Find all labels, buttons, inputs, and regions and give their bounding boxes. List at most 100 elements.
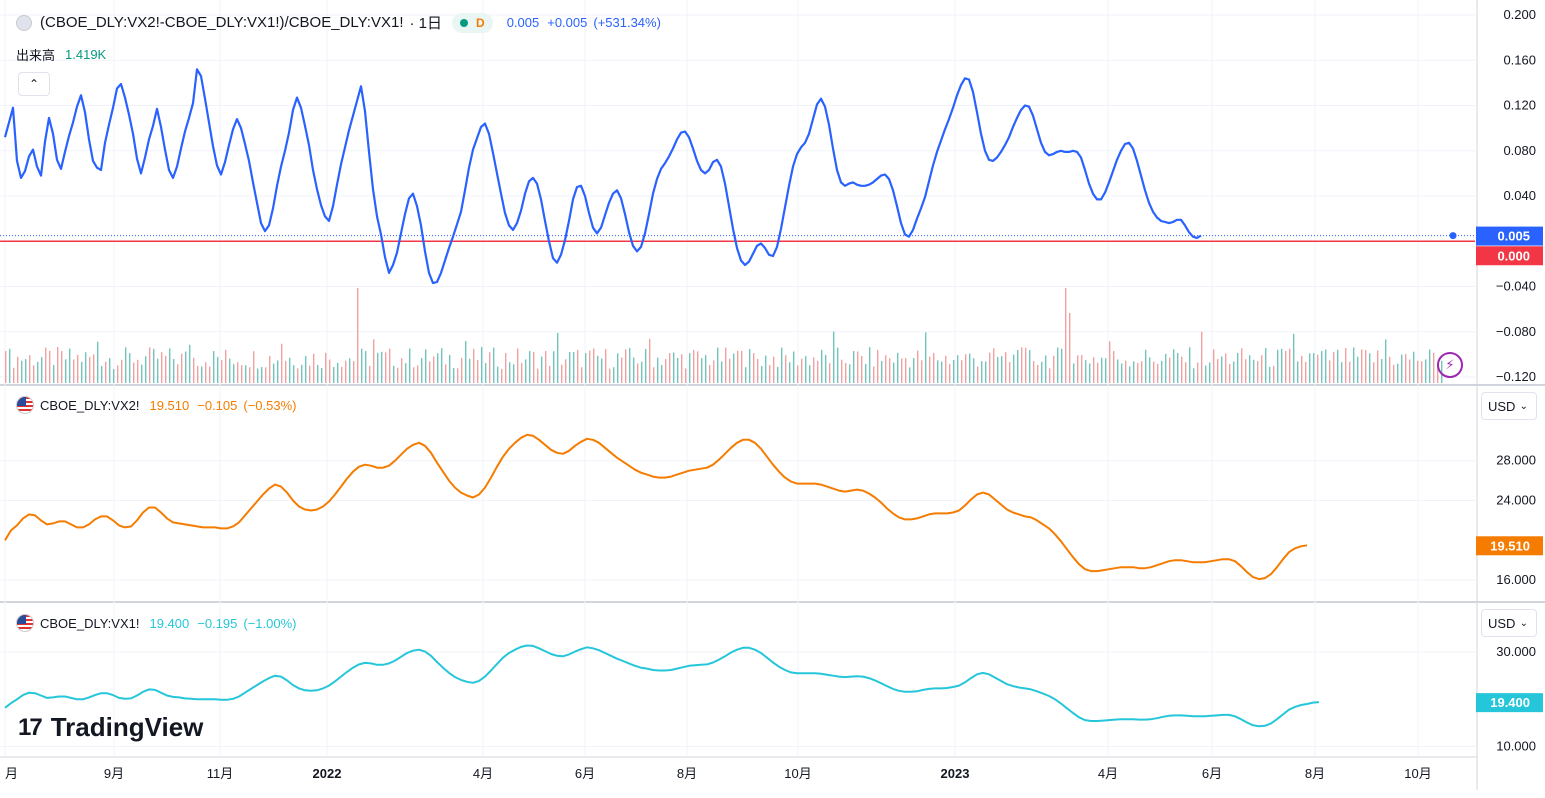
volume-bar <box>1417 360 1419 383</box>
lightning-icon[interactable]: ⚡ <box>1437 352 1463 378</box>
volume-bar <box>1209 362 1211 383</box>
volume-bar <box>69 348 71 383</box>
volume-bar <box>473 348 475 383</box>
volume-bar <box>817 360 819 383</box>
volume-bar <box>441 348 443 383</box>
volume-bar <box>873 366 875 383</box>
volume-bar <box>437 353 439 383</box>
volume-bar <box>789 362 791 383</box>
volume-bar <box>1245 359 1247 383</box>
vx2-symbol[interactable]: CBOE_DLY:VX2! <box>40 397 140 413</box>
y-tick-label: 28.000 <box>1496 453 1536 468</box>
volume-bar <box>1405 354 1407 383</box>
volume-bar <box>1029 350 1031 383</box>
volume-bar <box>449 354 451 383</box>
volume-bar <box>1193 368 1195 383</box>
volume-bar <box>1429 349 1431 383</box>
badge-bg <box>1476 693 1543 713</box>
volume-bar <box>777 366 779 383</box>
volume-bar <box>205 362 207 383</box>
vx1-symbol[interactable]: CBOE_DLY:VX1! <box>40 615 140 631</box>
us-flag-icon <box>16 614 34 632</box>
status-dot-icon <box>460 18 469 27</box>
volume-bar <box>597 355 599 383</box>
series-line-1 <box>3 68 1202 285</box>
y-tick-label: 30.000 <box>1496 644 1536 659</box>
volume-bar <box>345 360 347 383</box>
volume-bar <box>433 356 435 383</box>
last-point-marker <box>1449 232 1457 240</box>
volume-bar <box>1321 350 1323 383</box>
brand-name: TradingView <box>50 712 204 742</box>
volume-bar <box>1345 348 1347 383</box>
volume-bar <box>757 358 759 383</box>
volume-bar <box>1197 362 1199 383</box>
volume-bar <box>325 352 327 383</box>
volume-bar <box>1361 349 1363 383</box>
data-status-badge[interactable]: D <box>452 12 493 33</box>
volume-bar <box>1149 357 1151 383</box>
last-value-label: 0.005 <box>1497 229 1530 244</box>
volume-bar <box>509 362 511 383</box>
volume-bar <box>1153 361 1155 383</box>
volume-value: 1.419K <box>65 47 107 62</box>
volume-bar <box>105 361 107 383</box>
volume-bar <box>1229 364 1231 383</box>
volume-bar <box>585 353 587 383</box>
currency-select-pane2[interactable]: USD ⌄ <box>1481 392 1537 420</box>
volume-bar <box>989 352 991 383</box>
volume-bar <box>925 332 927 383</box>
tradingview-logo[interactable]: 17 TradingView <box>18 712 203 743</box>
volume-bar <box>805 356 807 383</box>
volume-bar <box>1045 355 1047 383</box>
volume-bar <box>149 347 151 383</box>
y-tick-label: 0.200 <box>1503 7 1536 22</box>
volume-bar <box>261 367 263 383</box>
volume-bar <box>969 353 971 383</box>
volume-bar <box>505 352 507 383</box>
volume-bar <box>609 368 611 383</box>
volume-bar <box>1425 359 1427 383</box>
main-symbol[interactable]: (CBOE_DLY:VX2!-CBOE_DLY:VX1!)/CBOE_DLY:V… <box>40 14 404 31</box>
volume-bar <box>17 356 19 383</box>
main-legend: (CBOE_DLY:VX2!-CBOE_DLY:VX1!)/CBOE_DLY:V… <box>16 12 661 33</box>
volume-bar <box>661 365 663 383</box>
volume-bar <box>673 352 675 383</box>
vx2-change-pct: (−0.53%) <box>243 397 297 413</box>
volume-bar <box>117 365 119 383</box>
volume-bar <box>241 365 243 383</box>
volume-bar <box>1357 356 1359 383</box>
volume-bar <box>945 355 947 383</box>
volume-bar <box>569 351 571 383</box>
volume-bar <box>177 364 179 383</box>
time-axis: 月 9月 11月 2022 4月 6月 8月 10月 2023 4月 6月 8月 10月 <box>5 766 1432 781</box>
volume-bar <box>1113 351 1115 383</box>
x-tick-label: 9月 <box>104 766 124 781</box>
volume-bar <box>85 352 87 383</box>
volume-bar <box>1265 348 1267 383</box>
volume-bar <box>1097 362 1099 383</box>
volume-bar <box>9 348 11 383</box>
volume-bar <box>1421 361 1423 383</box>
volume-bar <box>49 350 51 383</box>
volume-bar <box>1353 347 1355 383</box>
volume-bar <box>793 351 795 383</box>
volume-bar <box>161 352 163 383</box>
volume-bar <box>77 354 79 383</box>
volume-bar <box>445 364 447 383</box>
interval-label[interactable]: · 1日 <box>409 15 443 32</box>
volume-bar <box>621 357 623 383</box>
volume-bar <box>537 368 539 383</box>
volume-bar <box>1105 358 1107 383</box>
collapse-legend-button[interactable]: ⌃ <box>18 72 50 96</box>
volume-bar <box>1313 353 1315 383</box>
price-axes: 0.200 0.160 0.120 0.080 0.040 −0.040 −0.080 −0.… <box>1476 7 1543 754</box>
volume-bar <box>853 351 855 383</box>
y-tick-label: −0.080 <box>1496 324 1536 339</box>
currency-select-pane3[interactable]: USD ⌄ <box>1481 609 1537 637</box>
volume-bar <box>909 367 911 383</box>
volume-bar <box>589 350 591 383</box>
volume-bar <box>1241 348 1243 383</box>
volume-bar <box>737 350 739 383</box>
